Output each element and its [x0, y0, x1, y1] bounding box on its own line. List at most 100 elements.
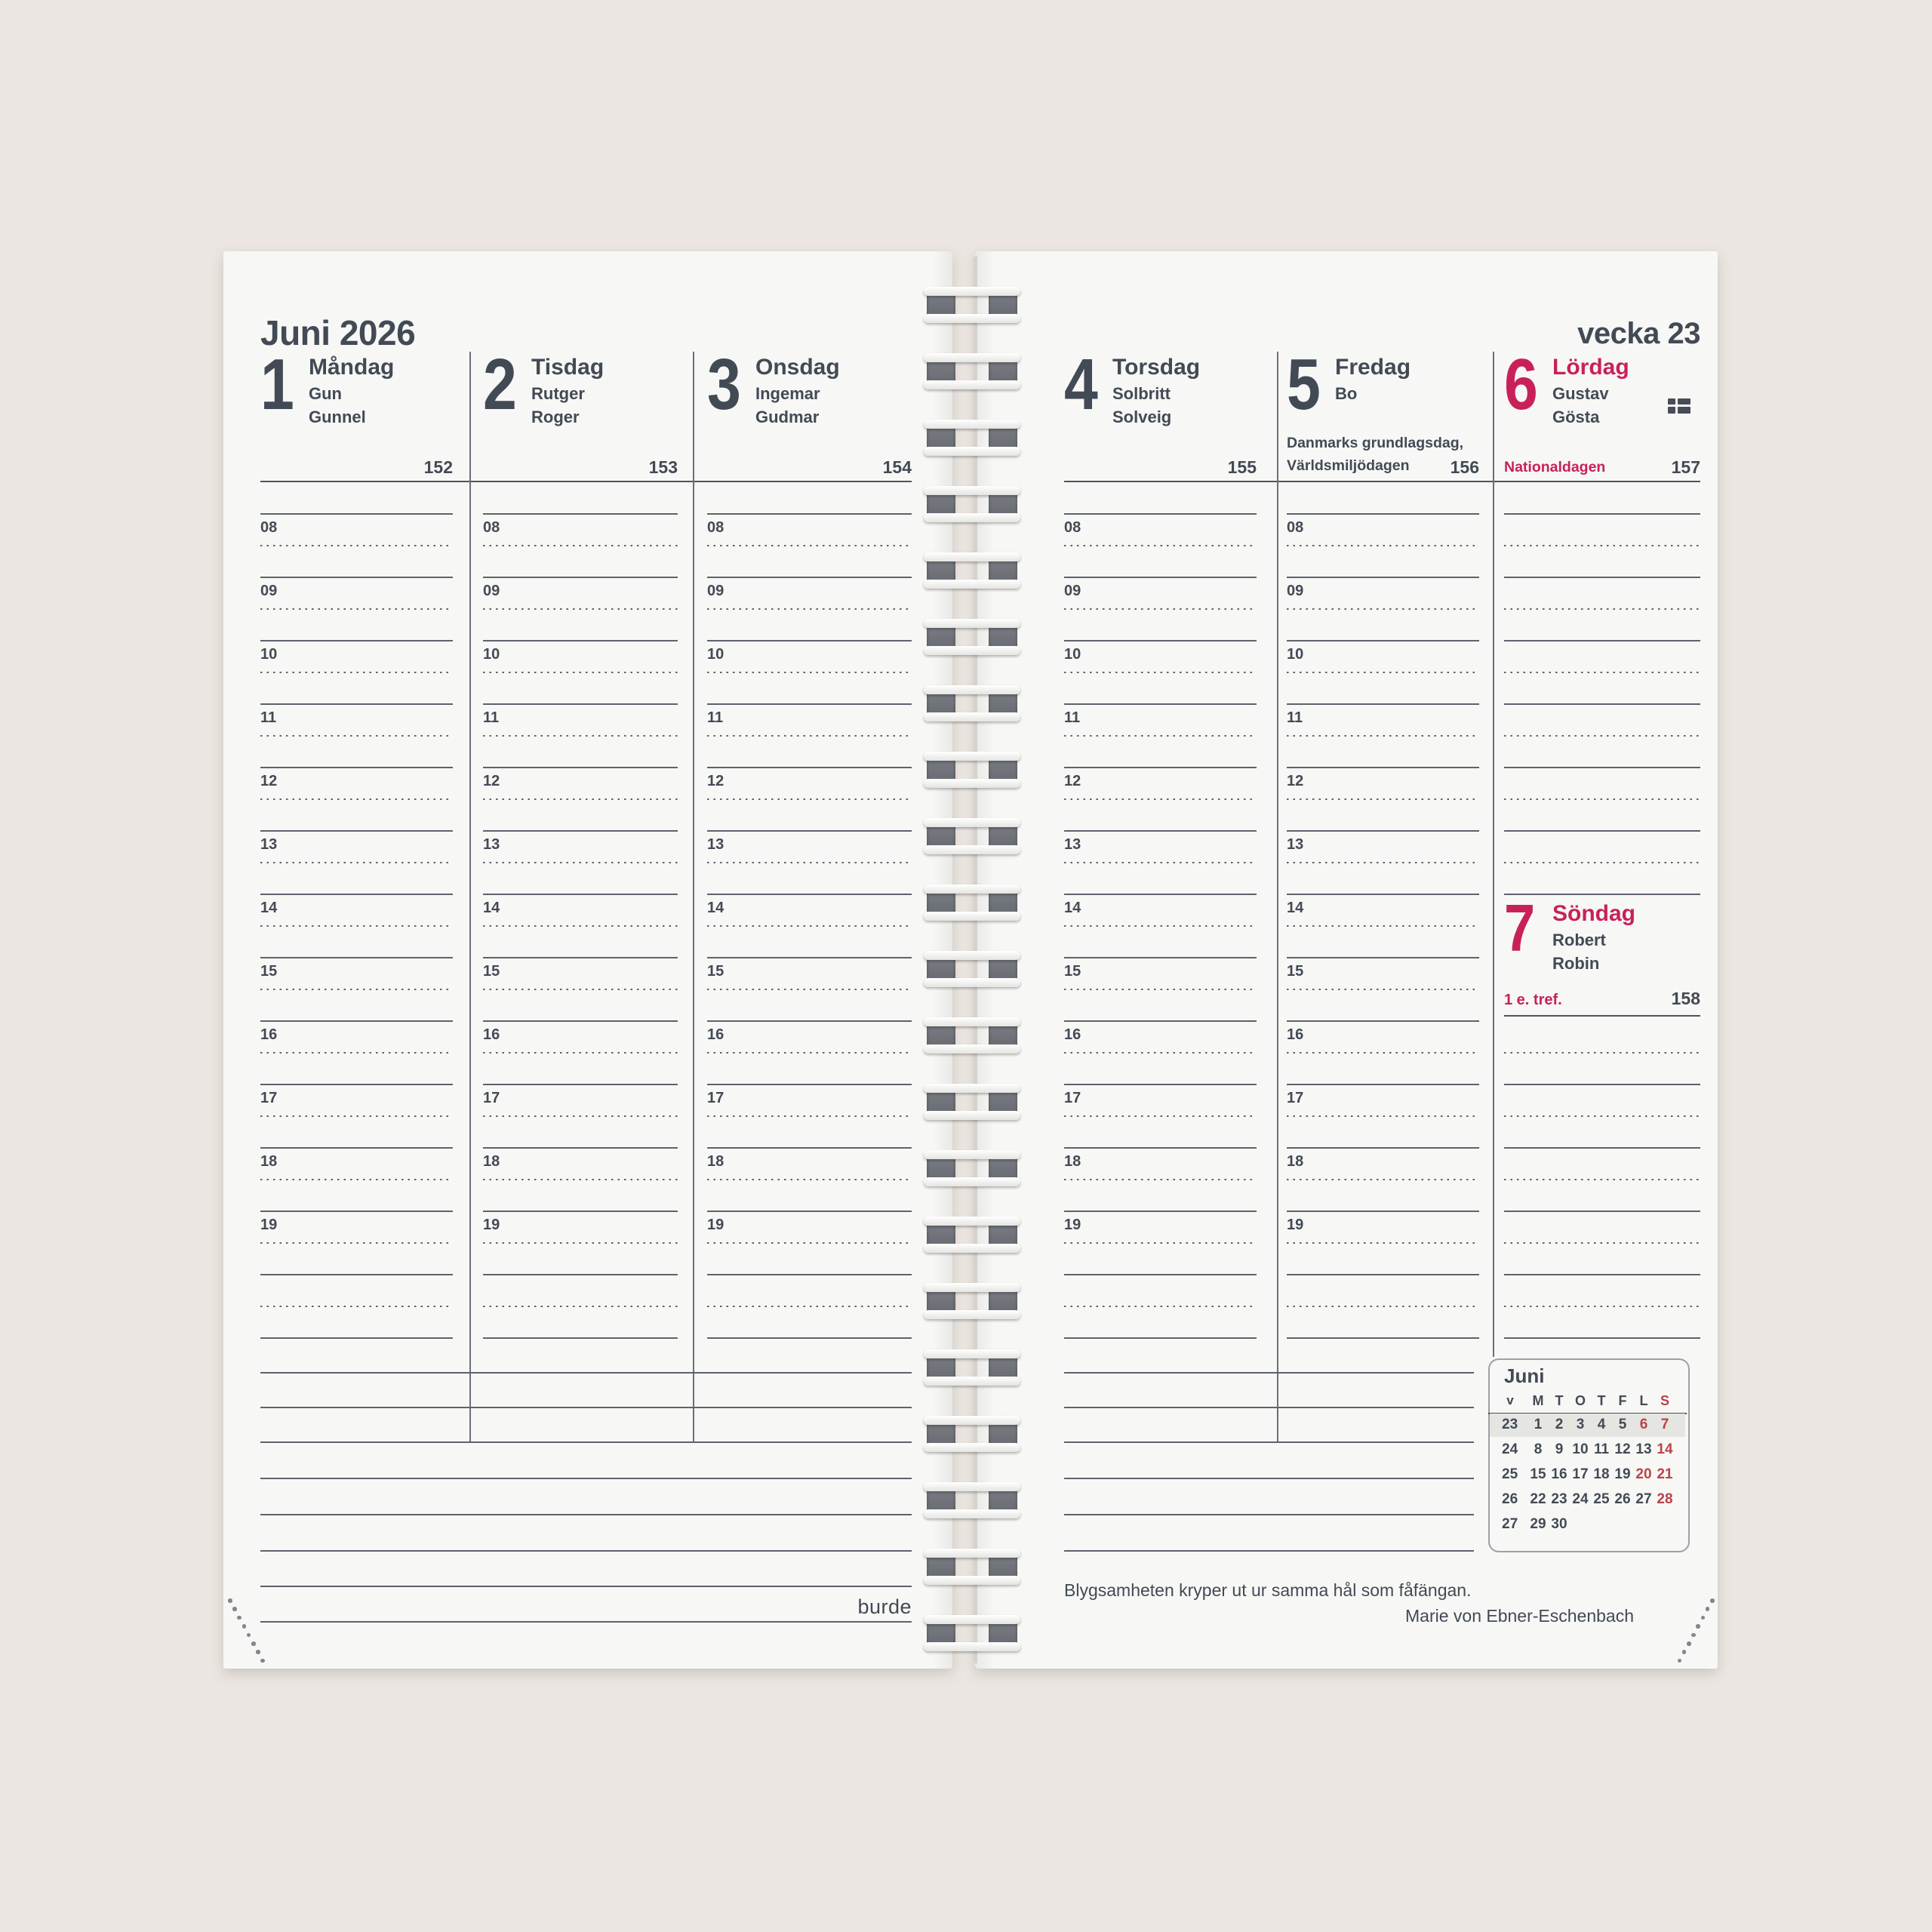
mini-calendar-header: F: [1618, 1393, 1627, 1408]
mini-calendar-day: 24: [1572, 1491, 1589, 1507]
day-number: 2: [483, 344, 517, 425]
binding-loop: [924, 1549, 1020, 1586]
binding-wire: [924, 951, 1020, 960]
dotted-line: [1064, 925, 1257, 928]
binding-wire: [924, 1377, 1020, 1386]
dotted-line: [707, 1115, 912, 1118]
corner-dots: [1677, 1658, 1682, 1663]
hour-label: 12: [707, 773, 724, 789]
corner-dots: [251, 1641, 256, 1646]
dotted-line: [260, 798, 453, 801]
hour-label: 17: [483, 1090, 500, 1106]
hour-label: 16: [1064, 1026, 1081, 1043]
note-line: [1064, 1407, 1474, 1408]
corner-dots: [256, 1650, 260, 1654]
hour-line: [707, 577, 912, 578]
mini-calendar-day: 2: [1555, 1417, 1564, 1432]
binding-wire: [924, 845, 1020, 854]
dotted-line: [707, 989, 912, 991]
hour-line: [1064, 640, 1257, 641]
dotted-line: [483, 1179, 678, 1181]
day-of-year: 158: [1671, 989, 1700, 1008]
dotted-line: [260, 608, 453, 611]
dotted-line: [260, 1306, 453, 1308]
note-line: [260, 1407, 912, 1408]
hour-label: 18: [707, 1153, 724, 1170]
mini-calendar-day: 10: [1572, 1441, 1589, 1457]
binding-wire: [924, 978, 1020, 987]
hour-line: [1287, 1084, 1479, 1085]
dotted-line: [1504, 735, 1700, 737]
dotted-line: [1064, 1115, 1257, 1118]
hour-label: 09: [1064, 583, 1081, 599]
name-day: Robert: [1552, 931, 1606, 949]
corner-dots: [246, 1632, 251, 1638]
solid-line: [1504, 767, 1700, 768]
mini-calendar-day: 5: [1618, 1417, 1627, 1432]
dotted-line: [483, 1242, 678, 1244]
name-day: Ingemar: [755, 384, 820, 403]
mini-calendar-week-number: 27: [1502, 1516, 1518, 1532]
hour-label: 11: [1064, 709, 1081, 726]
hour-label: 17: [260, 1090, 278, 1106]
holiday-label: Nationaldagen: [1504, 459, 1606, 475]
column-divider: [1493, 352, 1494, 1357]
note-line: [1064, 1372, 1474, 1374]
hour-line: [1064, 1337, 1257, 1339]
hour-label: 14: [483, 900, 500, 916]
hour-line: [1064, 894, 1257, 895]
dotted-line: [483, 1115, 678, 1118]
dotted-line: [1064, 862, 1257, 864]
dotted-line: [1287, 1115, 1479, 1118]
binding-loop: [924, 685, 1020, 723]
binding-wire: [924, 1549, 1020, 1558]
binding-wire: [924, 1482, 1020, 1491]
binding-loop: [924, 353, 1020, 391]
hour-label: 16: [260, 1026, 278, 1043]
hour-line: [1287, 703, 1479, 705]
hour-line: [1287, 640, 1479, 641]
hour-line: [1064, 1274, 1257, 1275]
hour-line: [707, 703, 912, 705]
dotted-line: [1287, 672, 1479, 674]
binding-wire: [924, 513, 1020, 522]
mini-calendar-day: 20: [1635, 1466, 1652, 1482]
hour-line: [260, 1274, 453, 1275]
hour-label: 13: [1064, 836, 1081, 853]
mini-calendar-header: T: [1597, 1393, 1606, 1408]
corner-dots: [232, 1607, 237, 1611]
day-number: 4: [1064, 344, 1098, 425]
hour-label: 09: [260, 583, 278, 599]
dotted-line: [1064, 735, 1257, 737]
hour-line: [1064, 1211, 1257, 1212]
hour-line: [707, 830, 912, 832]
day-name: Måndag: [309, 355, 395, 380]
dotted-line: [1064, 1179, 1257, 1181]
corner-dots: [1705, 1607, 1710, 1611]
binding-wire: [924, 1177, 1020, 1186]
hour-line: [483, 577, 678, 578]
binding-wire: [924, 1217, 1020, 1226]
binding-wire: [924, 380, 1020, 389]
corner-dots: [1687, 1641, 1691, 1646]
mini-calendar-day: 30: [1551, 1516, 1567, 1532]
dotted-line: [1064, 608, 1257, 611]
mini-calendar: [1488, 1358, 1690, 1552]
hour-label: 16: [1287, 1026, 1304, 1043]
binding-wire: [924, 1044, 1020, 1054]
binding-loop: [924, 1482, 1020, 1520]
hour-line: [707, 513, 912, 515]
hour-label: 15: [1287, 963, 1304, 980]
binding-wire: [924, 1310, 1020, 1319]
mini-calendar-header: T: [1555, 1393, 1564, 1408]
solid-line: [1504, 703, 1700, 705]
column-divider: [1277, 352, 1278, 1442]
hour-label: 10: [1064, 646, 1081, 663]
day-of-year: 152: [423, 457, 453, 477]
hour-line: [1064, 1084, 1257, 1085]
hour-line: [707, 1084, 912, 1085]
hour-label: 12: [1287, 773, 1304, 789]
mini-calendar-highlight: [1490, 1414, 1685, 1437]
binding-wire: [924, 486, 1020, 495]
hour-line: [483, 703, 678, 705]
